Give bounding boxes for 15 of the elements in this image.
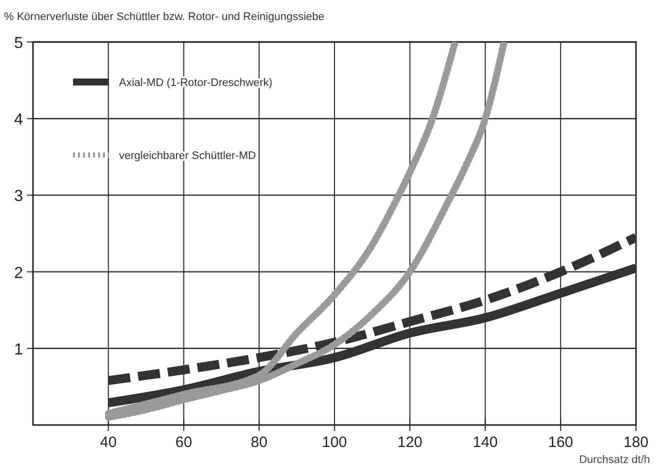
y-tick-label: 2 [14, 264, 24, 282]
y-tick-label: 1 [14, 341, 24, 358]
y-tick-label: 4 [14, 112, 24, 129]
x-tick-label: 120 [397, 434, 422, 451]
x-tick-label: 160 [548, 434, 574, 451]
x-tick-label: 140 [472, 434, 498, 451]
y-tick-label: 5 [14, 35, 24, 52]
x-tick-label: 80 [250, 434, 268, 451]
x-axis-title: Durchsatz dt/h [579, 454, 650, 466]
y-tick-label: 3 [14, 188, 24, 206]
x-tick-label: 60 [175, 434, 192, 451]
x-tick-label: 40 [100, 434, 117, 451]
y-axis-title: % Körnerverluste über Schüttler bzw. Rotor- und Reinigungssiebe [4, 11, 324, 23]
x-tick-label: 180 [623, 434, 649, 451]
x-tick-label: 100 [322, 434, 348, 451]
